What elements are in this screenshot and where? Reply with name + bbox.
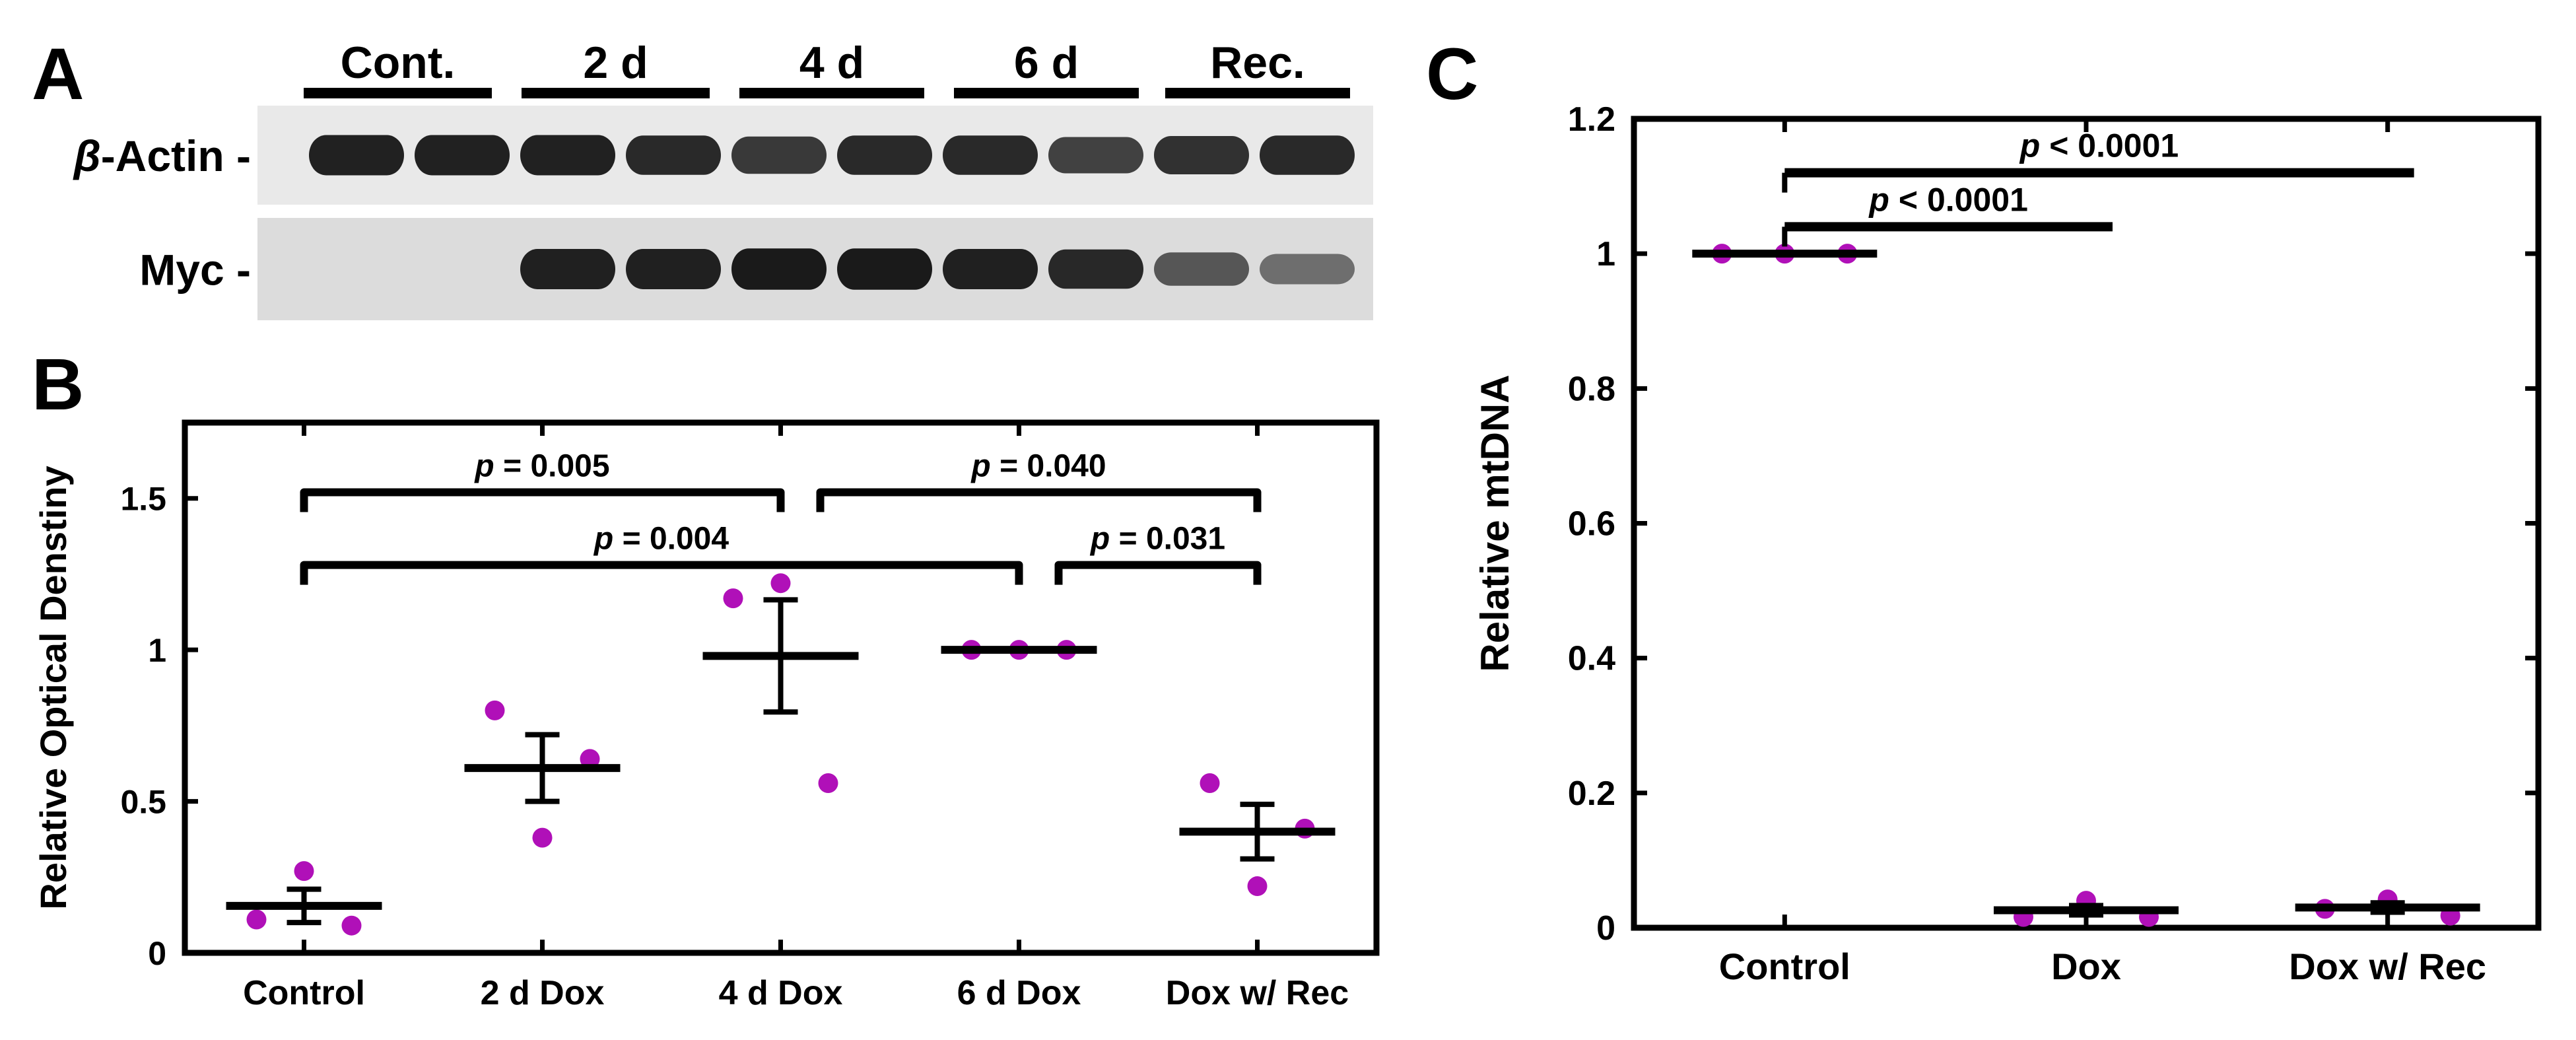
western-blot-panel: Cont. 2 d 4 d 6 d Rec. β-Actin - Myc - [73, 38, 1373, 320]
blot-band-0-5 [837, 135, 932, 175]
significance-label-3-prefix: p [1089, 522, 1110, 557]
panel-label-a: A [32, 34, 84, 115]
blot-group-label-0: Cont. [341, 38, 456, 88]
blot-group-label-1: 2 d [583, 38, 648, 88]
data-point-2-0 [723, 588, 743, 609]
significance-label-1: p < 0.0001 [1868, 181, 2027, 218]
blot-group-label-3: 6 d [1014, 38, 1079, 88]
y-tick-label-1: 0.5 [120, 784, 166, 821]
data-point-2-1 [770, 573, 791, 594]
significance-label-1-prefix: p [970, 449, 990, 484]
blot-group-bar-0 [304, 88, 492, 98]
y-tick-label-5: 1 [1596, 235, 1615, 273]
blot-band-0-7 [1048, 137, 1143, 174]
significance-label-2-text: = 0.004 [613, 522, 729, 557]
blot-band-0-6 [943, 135, 1038, 175]
x-tick-label-1: 2 d Dox [481, 974, 605, 1012]
x-tick-label-2: 4 d Dox [719, 974, 843, 1012]
significance-bracket-0 [300, 488, 785, 512]
significance-label-2-prefix: p [593, 522, 613, 557]
blot-band-1-9 [1260, 254, 1355, 285]
blot-band-1-5 [837, 248, 932, 290]
significance-label-0: p = 0.005 [473, 449, 609, 484]
data-point-1-2 [580, 749, 600, 769]
data-point-4-1 [1247, 876, 1268, 897]
y-tick-label-2: 0.4 [1568, 640, 1615, 678]
blot-band-1-4 [731, 248, 827, 290]
data-point-2-2 [818, 773, 838, 794]
blot-group-bar-3 [954, 88, 1139, 98]
panel-label-b: B [32, 344, 84, 425]
significance-label-1-text: < 0.0001 [1889, 181, 2028, 218]
blot-group-bar-1 [522, 88, 710, 98]
y-tick-label-3: 0.6 [1568, 505, 1615, 543]
significance-label-0: p < 0.0001 [2019, 127, 2179, 164]
data-point-0-1 [294, 861, 314, 882]
blot-band-0-1 [415, 135, 510, 176]
blot-row-label-0: β-Actin - [73, 131, 251, 180]
blot-band-1-2 [520, 249, 615, 289]
y-tick-label-6: 1.2 [1568, 100, 1615, 139]
significance-label-0-text: < 0.0001 [2040, 127, 2179, 164]
significance-label-1-prefix: p [1868, 181, 1889, 218]
blot-row-label-1-text: Myc - [139, 246, 251, 295]
data-point-0-0 [246, 909, 267, 930]
panel-label-c: C [1426, 34, 1478, 115]
y-tick-label-2: 1 [148, 632, 166, 669]
blot-group-bar-2 [739, 88, 924, 98]
data-point-1-1 [532, 827, 553, 848]
blot-group-label-2: 4 d [799, 38, 864, 88]
blot-band-0-9 [1260, 135, 1355, 175]
blot-band-0-4 [731, 136, 827, 174]
x-tick-label-0: Control [243, 974, 365, 1012]
blot-row-label-0-prefix: β [73, 131, 101, 180]
blot-group-label-4: Rec. [1210, 38, 1305, 88]
x-tick-label-2: Dox w/ Rec [2289, 946, 2486, 987]
significance-label-0-prefix: p [473, 449, 494, 484]
y-tick-label-0: 0 [1596, 909, 1615, 948]
significance-bracket-3 [1054, 561, 1262, 585]
y-tick-label-4: 0.8 [1568, 370, 1615, 408]
blot-band-1-7 [1048, 249, 1143, 289]
blot-band-0-2 [520, 135, 615, 176]
x-tick-label-3: 6 d Dox [957, 974, 1081, 1012]
significance-label-3: p = 0.031 [1089, 522, 1225, 557]
blot-band-1-6 [943, 249, 1038, 289]
significance-label-1: p = 0.040 [970, 449, 1106, 484]
blot-row-label-1: Myc - [139, 246, 251, 295]
blot-group-bar-4 [1165, 88, 1350, 98]
blot-row-label-0-text: -Actin - [101, 131, 251, 180]
x-tick-label-0: Control [1719, 946, 1850, 987]
x-tick-label-1: Dox [2051, 946, 2121, 987]
y-axis-label: Relative mtDNA [1473, 374, 1517, 672]
plot-frame [1631, 116, 2542, 931]
y-axis-label: Relative Optical Denstiny [32, 466, 74, 909]
significance-label-1-text: = 0.040 [991, 449, 1106, 484]
data-point-0-2 [341, 915, 362, 936]
significance-label-3-text: = 0.031 [1110, 522, 1225, 557]
y-tick-label-1: 0.2 [1568, 775, 1615, 813]
y-tick-label-3: 1.5 [120, 481, 166, 518]
significance-label-2: p = 0.004 [593, 522, 729, 557]
chart-c: 0 0.2 0.4 0.6 0.8 1 1.2 Relative mtDNA Control Do… [1473, 100, 2542, 987]
x-tick-label-4: Dox w/ Rec [1166, 974, 1349, 1012]
blot-band-1-3 [626, 249, 721, 289]
significance-label-0-prefix: p [2019, 127, 2041, 164]
blot-band-0-0 [309, 135, 404, 176]
blot-band-1-8 [1154, 252, 1249, 286]
significance-bracket-1 [816, 488, 1262, 512]
chart-b: 0 0.5 1 1.5 Relative Optical Denstiny Control… [32, 419, 1380, 1012]
data-point-4-0 [1200, 773, 1220, 794]
data-point-1-0 [485, 700, 505, 720]
y-tick-label-0: 0 [148, 935, 166, 972]
significance-label-0-text: = 0.005 [494, 449, 610, 484]
blot-band-0-8 [1154, 136, 1249, 174]
significance-bracket-2 [300, 561, 1023, 585]
blot-band-0-3 [626, 135, 721, 175]
